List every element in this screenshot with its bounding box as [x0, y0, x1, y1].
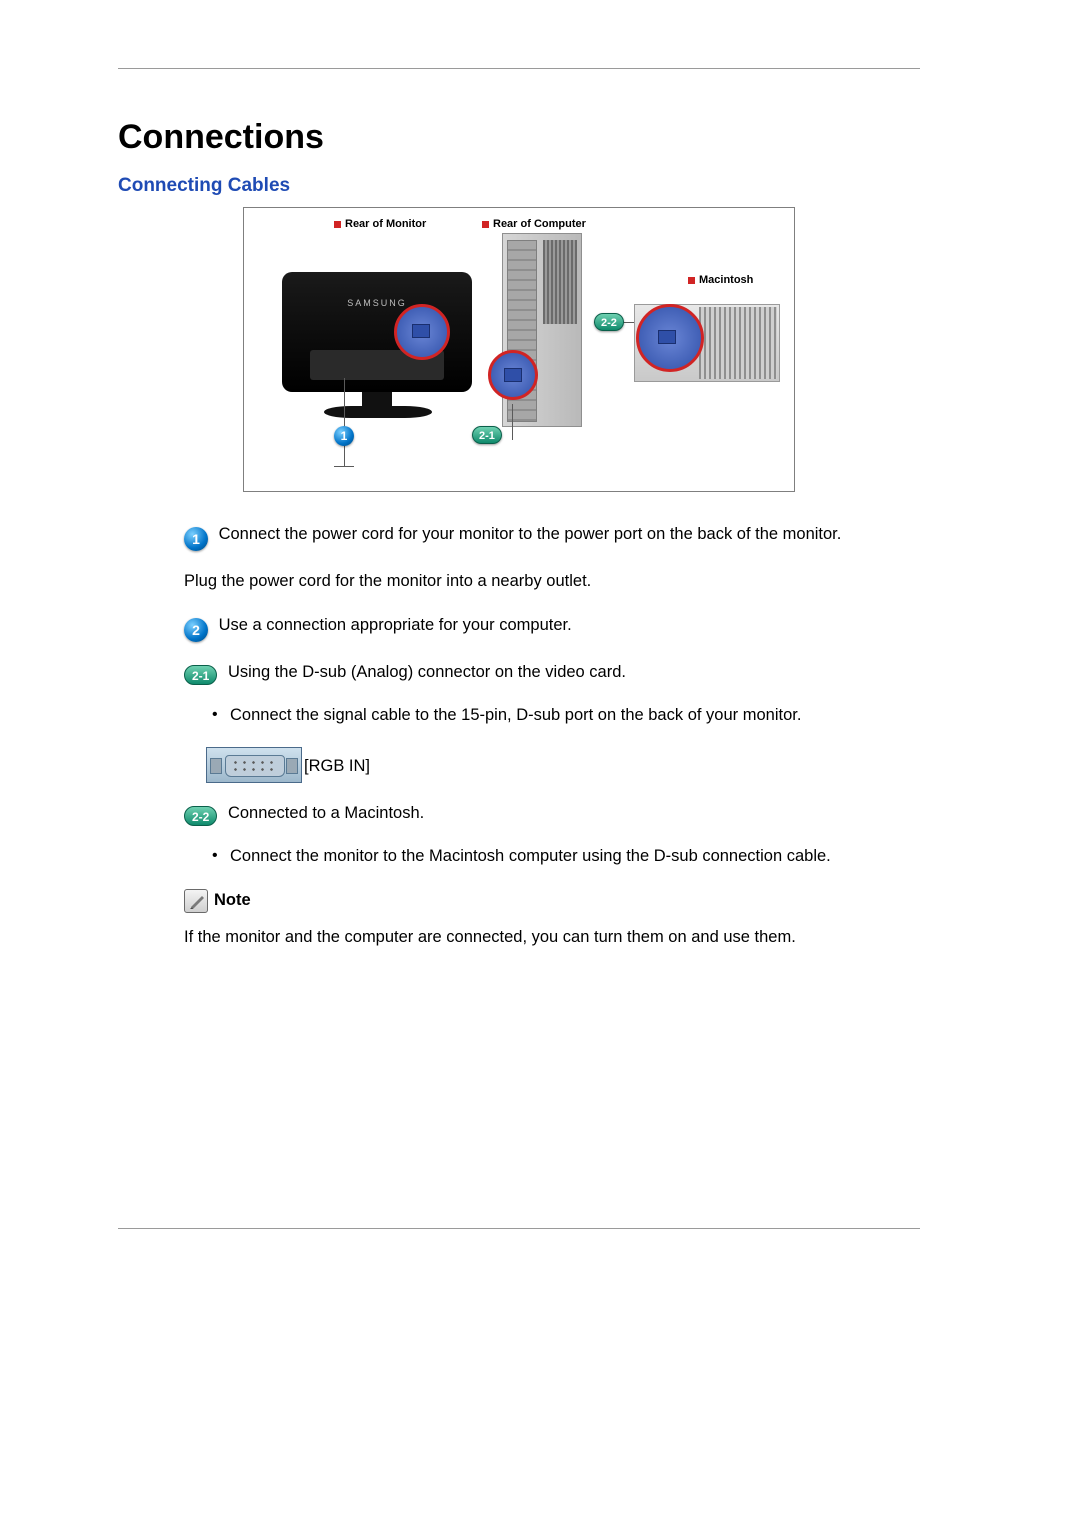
step-2-text: Use a connection appropriate for your co…	[219, 616, 572, 634]
step-2-1: 2-1 Using the D-sub (Analog) connector o…	[184, 660, 920, 686]
badge-2-2-icon: 2-2	[594, 313, 624, 331]
label-rear-computer: Rear of Computer	[482, 218, 586, 230]
rule-bottom	[118, 1228, 920, 1229]
step-2-2-text: Connected to a Macintosh.	[228, 804, 424, 822]
note-icon	[184, 889, 208, 913]
page-title: Connections	[118, 118, 920, 157]
bullet-icon	[482, 221, 489, 228]
badge-2-icon: 2	[184, 618, 208, 642]
pc-grill	[543, 240, 577, 324]
instructions: 1 Connect the power cord for your monito…	[184, 522, 920, 951]
note-text: If the monitor and the computer are conn…	[184, 925, 920, 951]
step-2: 2 Use a connection appropriate for your …	[184, 613, 920, 642]
step-2-1-list: Connect the signal cable to the 15-pin, …	[212, 703, 920, 729]
badge-2-2-icon: 2-2	[184, 806, 217, 826]
connection-diagram: Rear of Monitor Rear of Computer Macinto…	[243, 207, 795, 492]
rgb-in-port-icon	[206, 747, 302, 783]
badge-1-icon: 1	[334, 426, 354, 446]
badge-2-1-icon: 2-1	[184, 665, 217, 685]
port-label: [RGB IN]	[304, 757, 370, 775]
lead-line	[334, 466, 354, 467]
lead-line	[512, 404, 513, 440]
step-2-1-text: Using the D-sub (Analog) connector on th…	[228, 663, 626, 681]
port-screw-icon	[210, 758, 222, 774]
connector-plug-icon	[412, 324, 430, 338]
page: Connections Connecting Cables Rear of Mo…	[0, 0, 1080, 1527]
bullet-icon	[688, 277, 695, 284]
mac-grill	[699, 307, 777, 379]
list-item: Connect the monitor to the Macintosh com…	[212, 844, 920, 870]
monitor-brand-text: SAMSUNG	[282, 298, 472, 308]
lead-line	[344, 378, 345, 466]
step-2-2-list: Connect the monitor to the Macintosh com…	[212, 844, 920, 870]
rule-top	[118, 68, 920, 69]
step-1-text: Connect the power cord for your monitor …	[219, 525, 842, 543]
bullet-icon	[334, 221, 341, 228]
step-1: 1 Connect the power cord for your monito…	[184, 522, 920, 551]
port-row: [RGB IN]	[184, 747, 920, 783]
badge-1-icon: 1	[184, 527, 208, 551]
monitor-base	[324, 406, 432, 418]
connector-plug-icon	[504, 368, 522, 382]
note-header: Note	[184, 888, 920, 914]
label-macintosh: Macintosh	[688, 274, 753, 286]
badge-2-1-icon: 2-1	[472, 426, 502, 444]
note-label: Note	[214, 888, 251, 914]
list-item: Connect the signal cable to the 15-pin, …	[212, 703, 920, 729]
step-1b: Plug the power cord for the monitor into…	[184, 569, 920, 595]
connector-plug-icon	[658, 330, 676, 344]
label-rear-monitor: Rear of Monitor	[334, 218, 426, 230]
section-subtitle: Connecting Cables	[118, 175, 920, 197]
port-screw-icon	[286, 758, 298, 774]
step-2-2: 2-2 Connected to a Macintosh.	[184, 801, 920, 827]
port-pins	[231, 759, 279, 773]
